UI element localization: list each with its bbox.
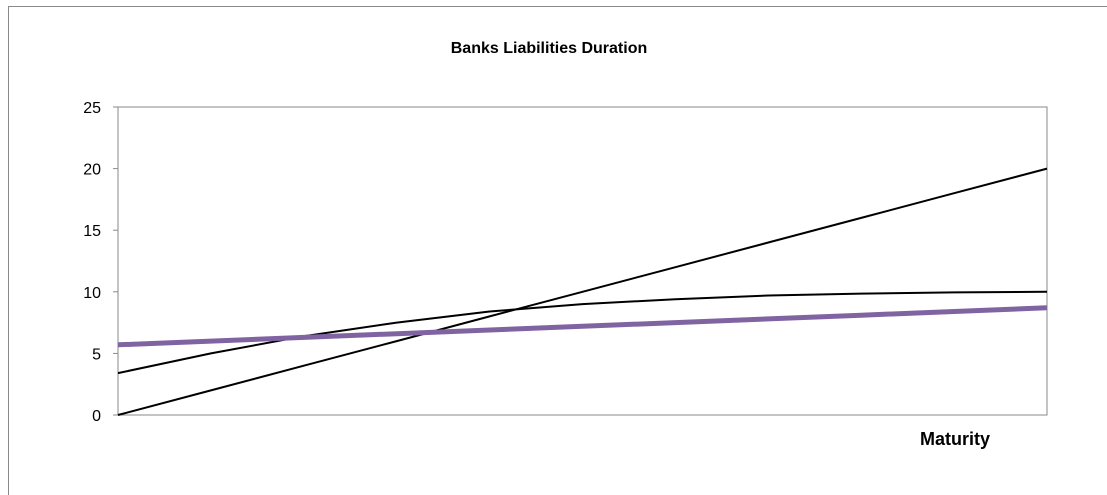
y-axis-ticks: 0 5 10 15 20 25	[83, 100, 118, 425]
y-tick-label: 0	[92, 408, 101, 425]
series-line-1	[117, 167, 1048, 416]
series-group	[117, 167, 1048, 416]
y-tick-label: 15	[83, 223, 101, 240]
y-tick-label: 20	[83, 162, 101, 179]
chart-frame	[8, 6, 1107, 495]
x-axis-label: Maturity	[920, 429, 990, 449]
y-tick-label: 25	[83, 100, 101, 117]
series-line-3	[117, 305, 1048, 348]
y-tick-label: 5	[92, 346, 101, 363]
chart-title: Banks Liabilities Duration	[451, 40, 647, 57]
series-line-2	[117, 290, 1048, 375]
y-tick-label: 10	[83, 285, 101, 302]
plot-area	[117, 106, 1048, 416]
